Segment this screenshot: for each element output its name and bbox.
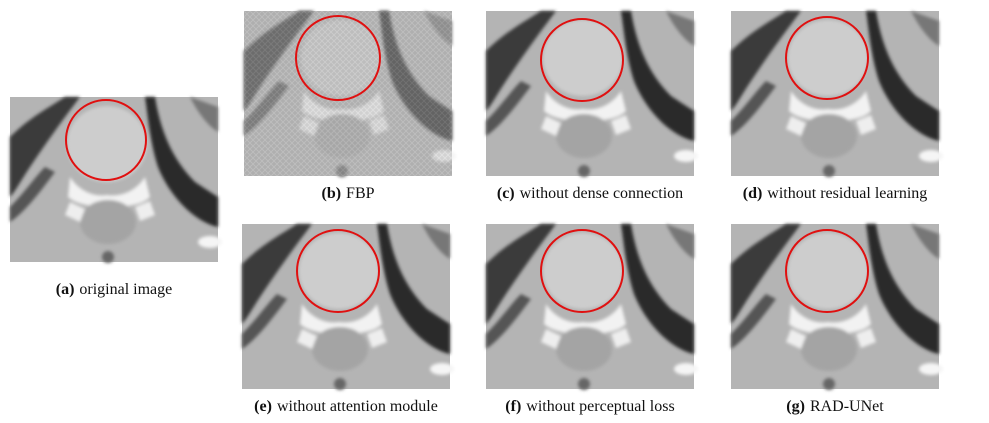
caption: (f) without perceptual loss (505, 398, 674, 415)
caption-text: RAD-UNet (810, 398, 884, 415)
ct-image (486, 11, 698, 177)
caption-label: (b) (321, 185, 341, 202)
panel (731, 224, 943, 390)
caption: (e) without attention module (254, 398, 438, 415)
caption-label: (a) (56, 281, 75, 298)
ct-image (731, 11, 943, 177)
ct-image (242, 224, 454, 390)
caption-label: (e) (254, 398, 272, 415)
panel (486, 11, 698, 177)
caption: (d)without residual learning (743, 185, 928, 202)
caption: (a)original image (56, 281, 173, 298)
caption-text: FBP (346, 185, 375, 202)
noise-overlay (244, 11, 452, 176)
caption: (b) FBP (321, 185, 374, 202)
ct-image (10, 97, 222, 263)
caption-text: without dense connection (520, 185, 684, 202)
caption: (c) without dense connection (497, 185, 683, 202)
caption-text: without attention module (277, 398, 438, 415)
panels: (a)original image (b) FBP (c) without dense … (10, 11, 943, 415)
caption-label: (f) (505, 398, 521, 415)
caption-label: (d) (743, 185, 763, 202)
ct-image (486, 224, 698, 390)
caption-text: without residual learning (767, 185, 927, 202)
caption-text: without perceptual loss (526, 398, 674, 415)
panel (244, 11, 456, 177)
caption: (g) RAD-UNet (786, 398, 884, 415)
panel (242, 224, 454, 390)
figure: (a)original image (b) FBP (c) without dense … (0, 0, 989, 423)
caption-label: (g) (786, 398, 805, 415)
panel (486, 224, 698, 390)
ct-image (731, 224, 943, 390)
panel (731, 11, 943, 177)
caption-label: (c) (497, 185, 515, 202)
panel (10, 97, 222, 263)
caption-text: original image (79, 281, 172, 298)
